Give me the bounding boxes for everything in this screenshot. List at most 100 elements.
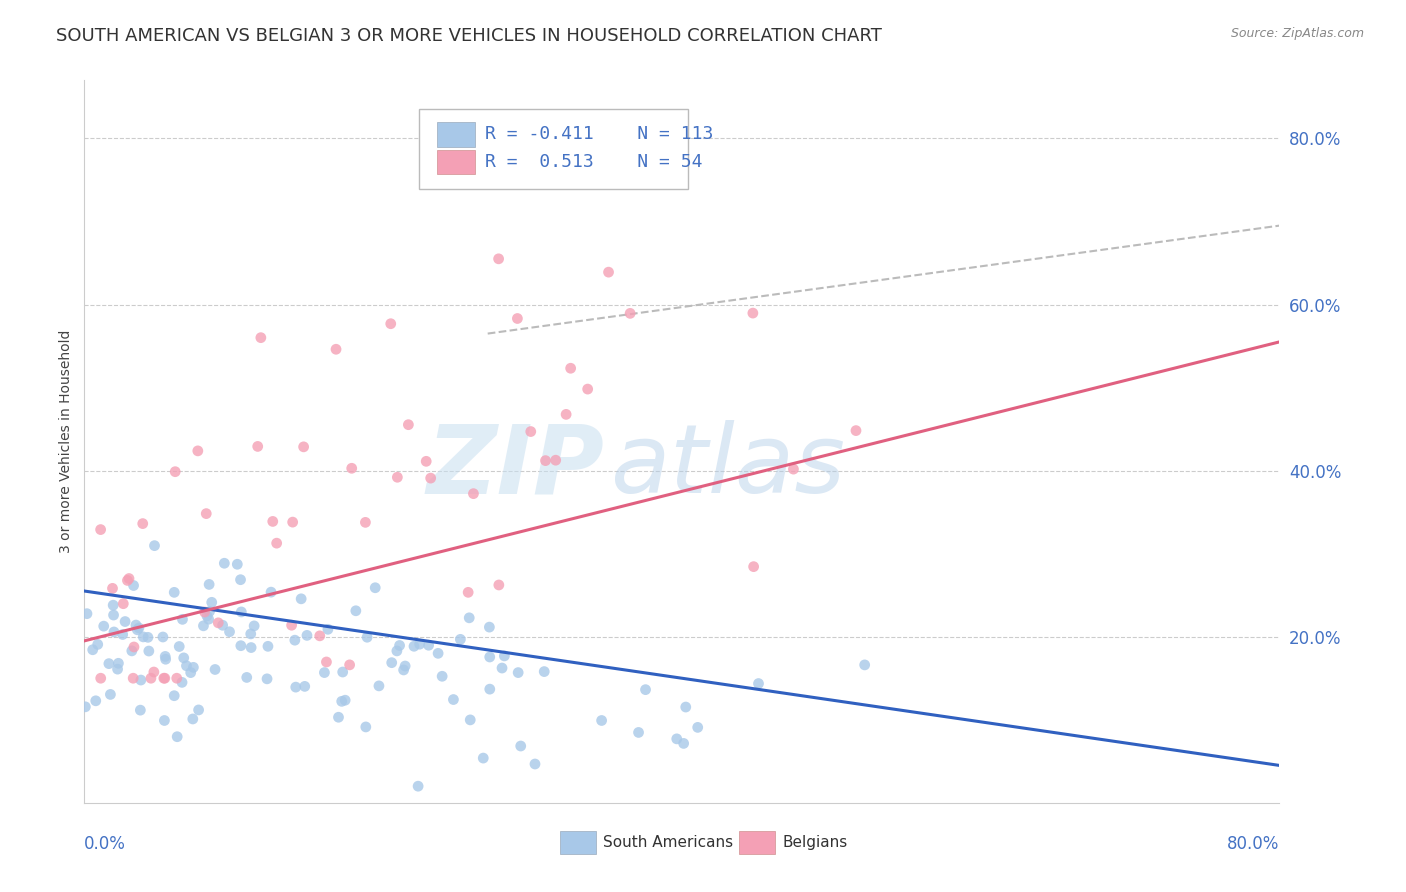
Point: [619, 306, 641, 320]
Point: [125, 618, 148, 632]
Point: [598, 265, 620, 279]
Point: [406, 779, 429, 793]
Point: [139, 671, 162, 685]
Point: [402, 640, 425, 654]
Point: [76, 607, 98, 621]
Point: [166, 671, 188, 685]
Point: [560, 361, 582, 376]
Point: [181, 712, 204, 726]
Point: [344, 604, 367, 618]
Point: [441, 692, 464, 706]
FancyBboxPatch shape: [560, 831, 596, 855]
Point: [176, 658, 198, 673]
Point: [330, 694, 353, 708]
Point: [195, 507, 218, 521]
Point: [75, 699, 97, 714]
Point: [117, 574, 139, 588]
Point: [427, 646, 450, 660]
Point: [122, 640, 145, 654]
Point: [195, 609, 218, 624]
Point: [634, 682, 657, 697]
Point: [314, 665, 336, 680]
Point: [229, 639, 252, 653]
Point: [591, 714, 613, 728]
Y-axis label: 3 or more Vehicles in Household: 3 or more Vehicles in Household: [59, 330, 73, 553]
Point: [519, 425, 541, 439]
Point: [239, 627, 262, 641]
Point: [100, 688, 122, 702]
Point: [463, 486, 485, 500]
Point: [576, 382, 599, 396]
Point: [368, 679, 391, 693]
Point: [198, 577, 221, 591]
Point: [328, 710, 350, 724]
Point: [415, 454, 437, 468]
Point: [457, 585, 479, 599]
Point: [472, 751, 495, 765]
Text: SOUTH AMERICAN VS BELGIAN 3 OR MORE VEHICLES IN HOUSEHOLD CORRELATION CHART: SOUTH AMERICAN VS BELGIAN 3 OR MORE VEHI…: [56, 27, 882, 45]
Point: [509, 739, 531, 753]
FancyBboxPatch shape: [419, 109, 688, 189]
Point: [103, 608, 125, 623]
Point: [193, 619, 215, 633]
Point: [333, 693, 356, 707]
Point: [163, 689, 186, 703]
Point: [136, 630, 159, 644]
Point: [308, 629, 330, 643]
Point: [449, 632, 471, 647]
Point: [90, 523, 112, 537]
Point: [101, 582, 124, 596]
Point: [853, 657, 876, 672]
Point: [284, 680, 307, 694]
Point: [741, 306, 763, 320]
Point: [226, 558, 249, 572]
Point: [243, 619, 266, 633]
Point: [458, 611, 481, 625]
Point: [84, 694, 107, 708]
Point: [280, 618, 302, 632]
Point: [214, 556, 236, 570]
FancyBboxPatch shape: [437, 122, 475, 147]
Point: [153, 714, 176, 728]
Text: ZIP: ZIP: [426, 420, 605, 513]
Point: [112, 597, 135, 611]
Point: [478, 620, 501, 634]
Point: [111, 627, 134, 641]
Point: [544, 453, 567, 467]
Point: [742, 559, 765, 574]
Point: [419, 471, 441, 485]
Point: [488, 252, 510, 266]
Point: [97, 657, 120, 671]
Point: [170, 675, 193, 690]
Point: [356, 630, 378, 644]
Point: [166, 730, 188, 744]
Point: [354, 516, 377, 530]
Point: [194, 605, 217, 619]
Point: [172, 612, 194, 626]
Point: [491, 661, 513, 675]
Point: [180, 665, 202, 680]
Point: [197, 612, 219, 626]
Point: [127, 623, 149, 637]
Point: [290, 591, 312, 606]
Point: [295, 628, 318, 642]
Point: [292, 440, 315, 454]
Point: [87, 637, 110, 651]
Text: atlas: atlas: [610, 420, 845, 513]
Point: [388, 639, 411, 653]
Point: [281, 515, 304, 529]
Point: [152, 630, 174, 644]
Text: Source: ZipAtlas.com: Source: ZipAtlas.com: [1230, 27, 1364, 40]
Point: [107, 662, 129, 676]
Text: South Americans: South Americans: [603, 835, 733, 850]
Point: [235, 670, 257, 684]
Point: [143, 539, 166, 553]
Point: [262, 515, 284, 529]
Point: [187, 443, 209, 458]
Point: [665, 731, 688, 746]
Point: [142, 665, 165, 679]
Point: [782, 462, 804, 476]
Point: [165, 465, 187, 479]
Point: [394, 659, 416, 673]
Point: [103, 624, 125, 639]
